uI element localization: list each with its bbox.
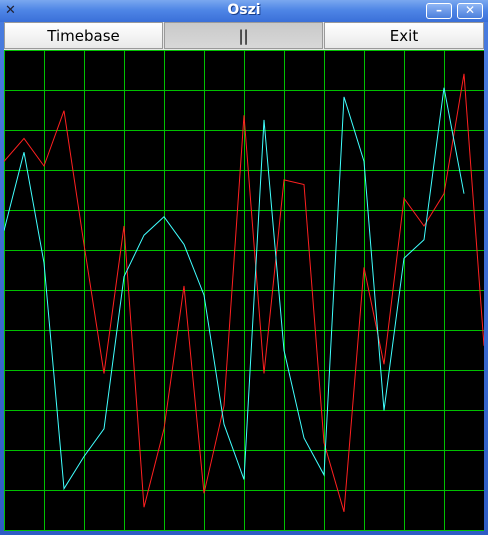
oscilloscope-display: [3, 50, 485, 531]
trace-channel-2: [3, 87, 465, 491]
window-title: Oszi: [227, 2, 261, 18]
title-bar[interactable]: ✕ Oszi – ✕: [0, 0, 488, 22]
app-icon[interactable]: ✕: [5, 3, 16, 18]
minimize-button[interactable]: –: [426, 3, 452, 19]
timebase-button[interactable]: Timebase: [4, 22, 163, 49]
close-button[interactable]: ✕: [457, 3, 483, 19]
scope-canvas: [3, 50, 485, 531]
exit-button[interactable]: Exit: [324, 22, 484, 49]
pause-button[interactable]: ||: [164, 22, 323, 49]
trace-channel-1: [3, 73, 485, 512]
minimize-icon: –: [436, 3, 442, 17]
client-area: Timebase || Exit: [3, 22, 485, 531]
close-icon: ✕: [464, 3, 476, 17]
